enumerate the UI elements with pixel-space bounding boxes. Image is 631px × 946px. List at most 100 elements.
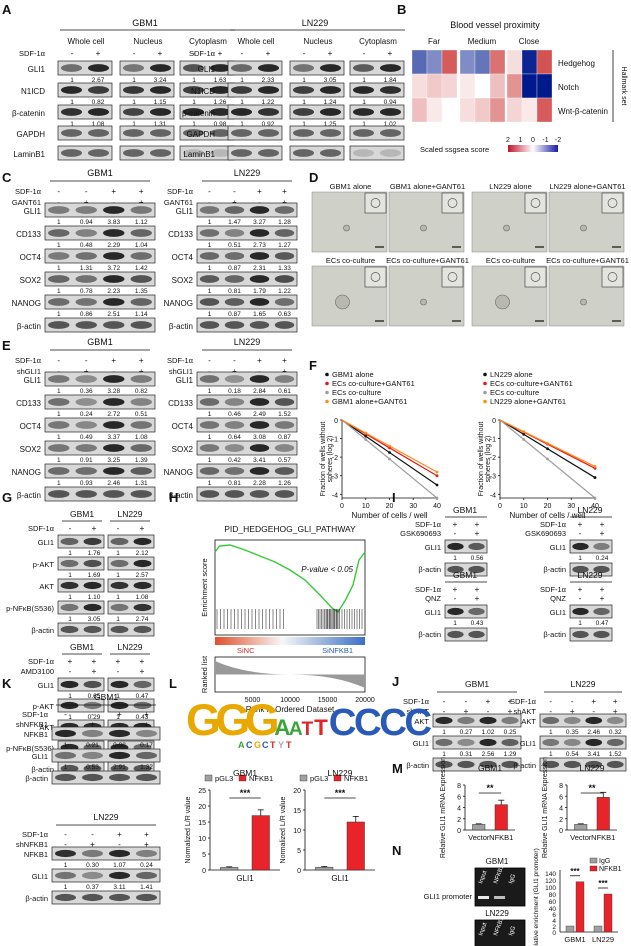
panelJ-left-value: 0.27: [460, 729, 473, 736]
panelB-legend-bar: [508, 145, 558, 152]
panelA-value: 2.67: [92, 77, 105, 84]
panelA-value: 1: [132, 121, 136, 128]
panelM-gbm1-title: GBM1: [478, 763, 502, 773]
panelA-right-blot-band: [379, 149, 402, 157]
panelA-row-label: GAPDH: [187, 130, 216, 139]
panelC-left-blot-band: [75, 206, 97, 214]
panelD-right-sign: +: [282, 356, 287, 365]
panelD-left-blot-band: [75, 490, 97, 498]
panelC-right-value: 1: [208, 311, 212, 318]
panelJ-left-cond: SDF-1α: [403, 697, 430, 706]
panelB-cell: [506, 73, 523, 99]
panelA-value: 1: [192, 99, 196, 106]
panelF-left-xtick-label: 30: [409, 503, 417, 510]
panelJ-left-sign: +: [508, 697, 513, 706]
panelG-blot-band: [60, 581, 79, 590]
panelA-right-blot-band: [352, 86, 375, 94]
panelG-sign: +: [140, 524, 145, 533]
panelD-right-value: 3.08: [253, 434, 266, 441]
panelB-legend-label: Scaled ssgsea score: [420, 145, 489, 154]
panelD-left-blot-frame: [44, 394, 156, 410]
panelK-bot-title: LN229: [93, 812, 118, 822]
panelA-value: 1.02: [384, 121, 397, 128]
panelG-blot-band: [133, 537, 152, 546]
panelJ-left-value: 2.56: [482, 751, 495, 758]
panelK-bot-blot-band: [135, 871, 158, 880]
panelA-right-blot-band: [257, 86, 280, 94]
panelJ-left-cond: shAKT: [406, 707, 429, 716]
panelC-left-value: 3.83: [107, 219, 120, 226]
panelD-right-blot-band: [249, 444, 270, 452]
panelH-xlabel: Rank in Ordered Dataset: [246, 705, 335, 714]
panelM-gbm1-bar: [472, 824, 486, 831]
panelD-left-row-label: SOX2: [20, 445, 42, 454]
panelG-blot-band: [133, 559, 152, 568]
panelG-value: 1: [116, 714, 120, 721]
panelJ-right-blot-band: [542, 738, 560, 747]
panelJ-right-sign: +: [570, 707, 575, 716]
panelG-value: 1: [116, 572, 120, 579]
panelA-value: 1: [132, 99, 136, 106]
panelE-inset: [601, 266, 624, 288]
panelK-top-value: 2.91: [113, 764, 126, 771]
panelL-gbm1-title: GBM1: [233, 768, 257, 778]
panelA-right-blot-band: [352, 149, 375, 157]
panelC-right-blot-band: [274, 275, 295, 283]
panelF-left-point: [435, 470, 439, 474]
panelJ-left-row-label: GLI1: [413, 739, 429, 748]
panelE-image-label: ECs co-culture+GANT61: [546, 256, 629, 265]
panelD-left-blot-band: [75, 467, 97, 475]
panelD-left-blot-band: [48, 467, 70, 475]
panelD-left-cond-label: SDF-1α: [15, 356, 42, 365]
panelD-left-blot-band: [48, 444, 70, 452]
panelC-right-blot-band: [249, 252, 270, 260]
panelC-left-sign: -: [85, 187, 88, 196]
panelF-right-legend-marker: [483, 399, 487, 404]
panelL-right-legend-label: NFKB1: [344, 774, 368, 783]
panelF-left-point: [435, 483, 439, 487]
panelK-top-sign: -: [91, 710, 94, 719]
panelK-bot-blot-band: [54, 871, 77, 880]
panelD-left-sign: +: [139, 367, 144, 376]
panelL-ln229-bar: [346, 821, 365, 871]
panelE-cell: [503, 224, 510, 232]
panelC-right-blot-band: [249, 229, 270, 237]
panelI-d-sign: -: [579, 594, 582, 603]
panelD-right-blot-band: [224, 375, 245, 383]
panelD-right-blot-frame: [196, 463, 298, 479]
panelI-b-title: LN229: [577, 505, 602, 515]
panelC-left-row-label: OCT4: [20, 253, 42, 262]
panelC-left-value: 0.78: [80, 288, 93, 295]
panelE-inset: [601, 192, 624, 214]
panelE-inset: [441, 192, 464, 214]
panelA-fraction-label: Nucleus: [134, 37, 163, 46]
panelJ-left-value: 1: [442, 751, 446, 758]
panelA-value: 0.98: [214, 121, 227, 128]
panelJ-left-blot-band: [501, 738, 519, 747]
panelG-cond: AMD3100: [21, 667, 54, 676]
panelC-right-row-label: GLI1: [176, 207, 194, 216]
panelA-right-blot-band: [379, 129, 402, 137]
panelK-top-blot-frame: [51, 726, 161, 741]
panelN-ylabel: Relative enrichment (GLI1 promoter): [533, 848, 540, 946]
panelN-bar-igg: [593, 925, 603, 933]
panelK-bot-blot-band: [81, 893, 104, 902]
panelC-left-blot-band: [75, 229, 97, 237]
panelN-ytick-label: 2: [552, 924, 556, 931]
panelE-image: [471, 191, 548, 253]
panelG-row-label: AKT: [39, 723, 54, 732]
panelI-c-value: 0.43: [471, 620, 484, 627]
panelF-left-point: [364, 438, 368, 441]
panel-letter-B: B: [397, 2, 406, 17]
panelL-ln229-ytick-label: 10: [293, 828, 301, 835]
panelG-blot-band: [110, 680, 129, 689]
panel-letter-E: E: [2, 338, 11, 353]
panelK-top-value: 0.98: [113, 742, 126, 749]
panelA-left-blot-band: [87, 149, 110, 157]
panelB-cell: [474, 97, 491, 123]
panelG-sign: +: [92, 667, 97, 676]
panelD-left-row-label: GLI1: [24, 376, 42, 385]
panelG-cond: SDF-1α: [28, 524, 55, 533]
panelN-bar-nfkb1: [603, 893, 613, 933]
